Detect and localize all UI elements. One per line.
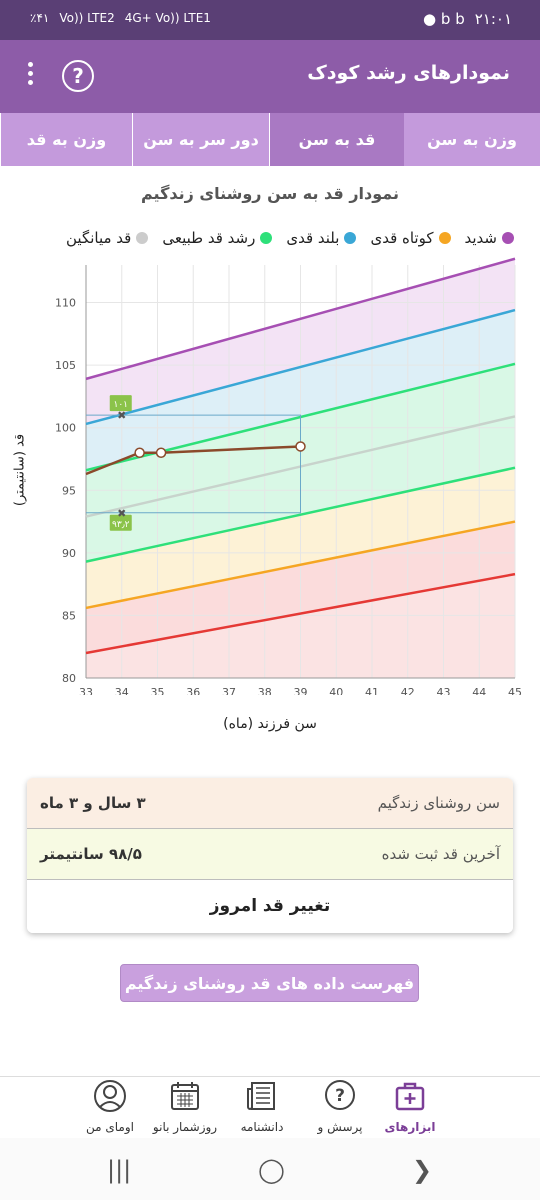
- x-axis-title: سن فرزند (ماه): [223, 716, 317, 732]
- clock: ۲۱:۰۱: [474, 10, 512, 28]
- tab-head-age[interactable]: دور سر به سن: [132, 113, 269, 166]
- system-nav-bar: ||| ◯ ❯: [0, 1138, 540, 1200]
- y-tick-label: 90: [62, 547, 76, 560]
- x-tick-label: 37: [222, 686, 236, 695]
- legend-item[interactable]: شدید: [465, 229, 514, 247]
- y-tick-label: 85: [62, 609, 76, 622]
- legend-dot: [344, 232, 357, 244]
- marker-label: ۹۳٫۲: [112, 520, 130, 530]
- x-tick-label: 41: [365, 686, 379, 695]
- height-list-button[interactable]: فهرست داده های قد روشنای زندگیم: [120, 964, 419, 1002]
- newspaper-icon: [247, 1082, 275, 1110]
- marker-label-box: [109, 395, 132, 412]
- percentile-line: [85, 520, 516, 610]
- child-height-line: [85, 445, 301, 476]
- x-tick-label: 45: [508, 686, 522, 695]
- x-tick-label: 42: [401, 686, 415, 695]
- guide-line: [121, 414, 301, 514]
- bottom-nav: اومای من روزشمار بانو دانشنامه ? پرسش و …: [0, 1076, 540, 1138]
- marker-cross: ✖: [117, 507, 126, 520]
- network-indicator-2: 4G+ Vo)) LTE1: [124, 11, 211, 25]
- height-age-chart: 80 85 90 95 100 105 110 33 34 35 36 37 38 39 40 41 42 43 4…: [55, 257, 522, 695]
- more-vert-icon[interactable]: [24, 58, 36, 94]
- y-tick-label: 105: [55, 359, 76, 372]
- x-tick-label: 35: [151, 686, 165, 695]
- battery-indicator: ٪۴۱: [30, 11, 50, 25]
- question-bubble-icon: ?: [325, 1080, 355, 1110]
- nav-item-encyclopedia[interactable]: دانشنامه: [222, 1079, 302, 1134]
- x-tick-label: 40: [329, 686, 343, 695]
- nav-item-calendar[interactable]: روزشمار بانو: [145, 1079, 225, 1134]
- calendar-icon: [171, 1082, 199, 1110]
- legend-dot: [260, 232, 273, 244]
- y-axis-title: قد (سانتیمتر): [12, 433, 28, 507]
- legend-dot: [136, 232, 149, 244]
- legend-item[interactable]: کوتاه قدی: [370, 229, 451, 247]
- chart-legend: شدید کوتاه قدی بلند قدی رشد قد طبیعی قد …: [66, 229, 514, 247]
- tab-weight-age[interactable]: وزن به سن: [427, 130, 517, 149]
- child-height-point: [155, 447, 167, 458]
- chart-title: نمودار قد به سن روشنای زندگیم: [140, 184, 400, 203]
- height-value: ۹۸/۵ سانتیمتر: [40, 845, 142, 863]
- tab-bar: وزن به قد دور سر به سن قد به سن وزن به س…: [0, 113, 540, 166]
- legend-dot: [502, 232, 514, 244]
- marker-label: ۱۰۱: [113, 400, 128, 410]
- svg-text:?: ?: [335, 1086, 345, 1106]
- question-icon[interactable]: ?: [62, 60, 94, 92]
- avatar-icon: [94, 1080, 126, 1112]
- status-bar: ٪۴۱ Vo)) LTE2 4G+ Vo)) LTE1 ● b b ۲۱:۰۱: [0, 0, 540, 40]
- network-indicator-1: Vo)) LTE2: [59, 11, 115, 25]
- page-title: نمودارهای رشد کودک: [307, 62, 510, 84]
- legend-item[interactable]: قد میانگین: [66, 229, 149, 247]
- x-tick-label: 34: [115, 686, 129, 695]
- age-row: سن روشنای زندگیم ۳ سال و ۳ ماه: [27, 778, 513, 829]
- y-tick-label: 80: [62, 672, 76, 685]
- child-height-point: [134, 447, 145, 458]
- percentile-line: [85, 572, 516, 655]
- marker-cross: ✖: [117, 409, 126, 422]
- x-tick-label: 39: [294, 686, 308, 695]
- tab-height-age[interactable]: قد به سن: [269, 113, 404, 166]
- percentile-line: [85, 257, 516, 381]
- tab-weight-height[interactable]: وزن به قد: [0, 113, 132, 166]
- height-row: آخرین قد ثبت شده ۹۸/۵ سانتیمتر: [27, 829, 513, 880]
- nav-item-profile[interactable]: اومای من: [70, 1079, 150, 1134]
- height-label: آخرین قد ثبت شده: [381, 845, 500, 863]
- x-tick-label: 43: [437, 686, 451, 695]
- app-bar: ? نمودارهای رشد کودک: [0, 40, 540, 113]
- x-tick-label: 33: [79, 686, 93, 695]
- x-tick-label: 38: [258, 686, 272, 695]
- legend-item[interactable]: رشد قد طبیعی: [162, 229, 273, 247]
- medical-kit-icon: [395, 1082, 425, 1111]
- marker-label-box: [109, 514, 132, 531]
- legend-item[interactable]: بلند قدی: [286, 229, 357, 247]
- y-tick-label: 110: [55, 297, 76, 310]
- percentile-line: [85, 466, 516, 563]
- y-tick-label: 100: [55, 422, 76, 435]
- home-icon[interactable]: ◯: [258, 1156, 285, 1184]
- y-tick-label: 95: [62, 484, 76, 497]
- x-tick-label: 36: [186, 686, 200, 695]
- legend-dot: [438, 232, 451, 244]
- child-height-point: [295, 441, 306, 452]
- nav-item-questions[interactable]: ? پرسش و: [300, 1079, 380, 1134]
- nav-item-tools[interactable]: ابزارهای: [370, 1079, 450, 1134]
- age-label: سن روشنای زندگیم: [377, 794, 500, 812]
- percentile-line: [85, 308, 516, 426]
- summary-card: سن روشنای زندگیم ۳ سال و ۳ ماه آخرین قد …: [27, 778, 513, 933]
- change-height-button[interactable]: تغییر قد امروز: [27, 880, 513, 933]
- notification-icon: ● b b: [423, 10, 465, 28]
- back-icon[interactable]: ❯: [412, 1156, 433, 1184]
- age-value: ۳ سال و ۳ ماه: [40, 794, 146, 812]
- x-tick-label: 44: [472, 686, 486, 695]
- recents-icon[interactable]: |||: [107, 1156, 132, 1184]
